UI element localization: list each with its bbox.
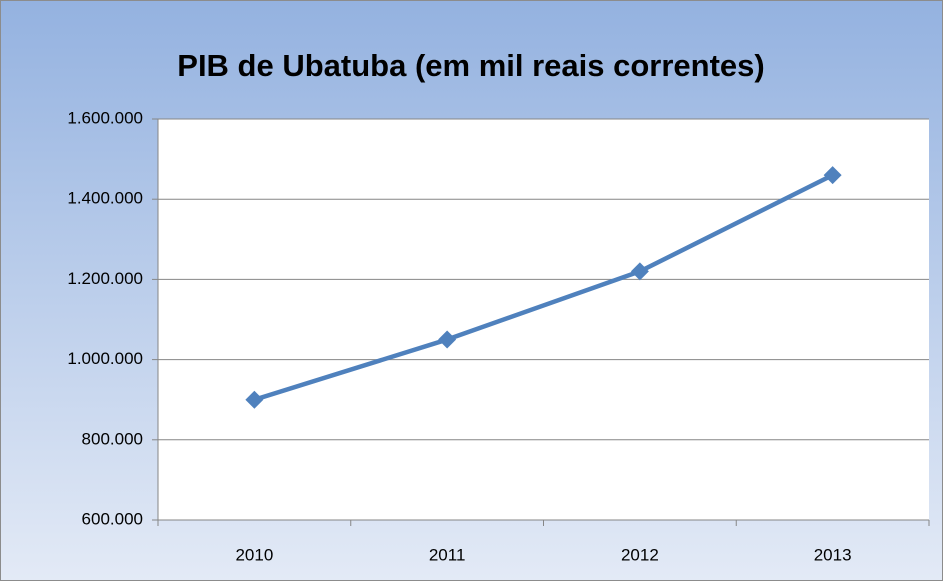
marker <box>245 390 264 409</box>
marker <box>630 262 649 281</box>
marker <box>438 330 457 349</box>
y-tick-label: 1.200.000 <box>67 269 143 288</box>
marker <box>823 166 842 185</box>
plot-area <box>158 119 929 520</box>
y-tick-label: 1.000.000 <box>67 349 143 368</box>
line <box>253 173 834 402</box>
x-tick-label: 2011 <box>429 545 466 564</box>
x-tick-label: 2012 <box>621 545 659 564</box>
y-tick-label: 1.600.000 <box>67 108 143 127</box>
y-tick-label: 1.400.000 <box>67 189 143 208</box>
y-tick-label: 600.000 <box>82 509 143 528</box>
x-tick-label: 2013 <box>814 545 852 564</box>
y-tick-label: 800.000 <box>82 429 143 448</box>
x-tick-label: 2010 <box>235 545 273 564</box>
chart-title: PIB de Ubatuba (em mil reais correntes) <box>177 48 764 83</box>
